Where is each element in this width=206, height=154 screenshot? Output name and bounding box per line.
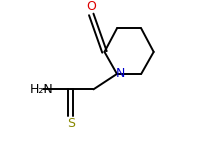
Text: S: S [67, 117, 75, 130]
Text: N: N [116, 67, 125, 80]
Text: H₂N: H₂N [30, 83, 54, 96]
Text: O: O [86, 0, 96, 13]
